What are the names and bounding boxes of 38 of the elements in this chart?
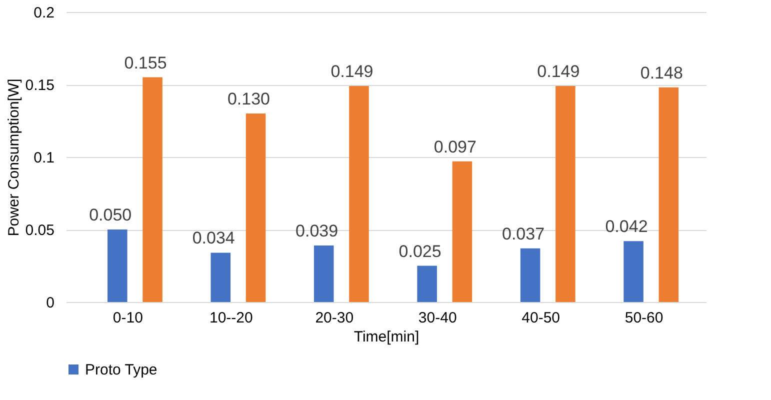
x-axis-title: Time[min] [354, 328, 420, 346]
bar [658, 87, 679, 302]
y-axis-title: Power Consumption[W] [5, 78, 22, 236]
bar [556, 86, 576, 302]
bar [624, 241, 644, 302]
y-tick-label: 0.1 [34, 150, 54, 166]
data-label: 0.050 [89, 206, 132, 224]
y-tick-label: 0.2 [34, 4, 54, 22]
bar [108, 230, 128, 302]
x-tick-label: 20-30 [315, 310, 354, 326]
bar [520, 248, 540, 302]
y-tick-label: 0.05 [25, 222, 54, 239]
bar [452, 161, 472, 302]
data-label: 0.037 [502, 224, 545, 244]
bar [210, 252, 230, 302]
data-label: 0.155 [124, 53, 167, 72]
legend-label: Proto Type [85, 362, 158, 378]
bar [142, 77, 162, 302]
data-label: 0.025 [398, 242, 442, 261]
x-tick-label: 10--20 [209, 310, 253, 326]
x-tick-label: 30-40 [418, 310, 457, 326]
bar [314, 245, 334, 302]
y-tick-label: 0 [46, 294, 54, 312]
data-label: 0.042 [605, 217, 648, 236]
data-label: 0.148 [640, 63, 683, 82]
data-label: 0.149 [537, 62, 580, 81]
x-tick-label: 50-60 [624, 310, 664, 326]
bar [417, 266, 437, 302]
bar [246, 114, 266, 302]
y-tick-label: 0.15 [25, 77, 54, 94]
data-label: 0.130 [227, 90, 270, 108]
data-label: 0.097 [434, 137, 476, 156]
data-label: 0.039 [296, 221, 338, 240]
bar [349, 86, 369, 302]
x-tick-label: 40-50 [522, 310, 560, 326]
data-label: 0.149 [330, 62, 374, 81]
data-label: 0.034 [192, 228, 235, 248]
x-tick-label: 0-10 [112, 310, 143, 326]
